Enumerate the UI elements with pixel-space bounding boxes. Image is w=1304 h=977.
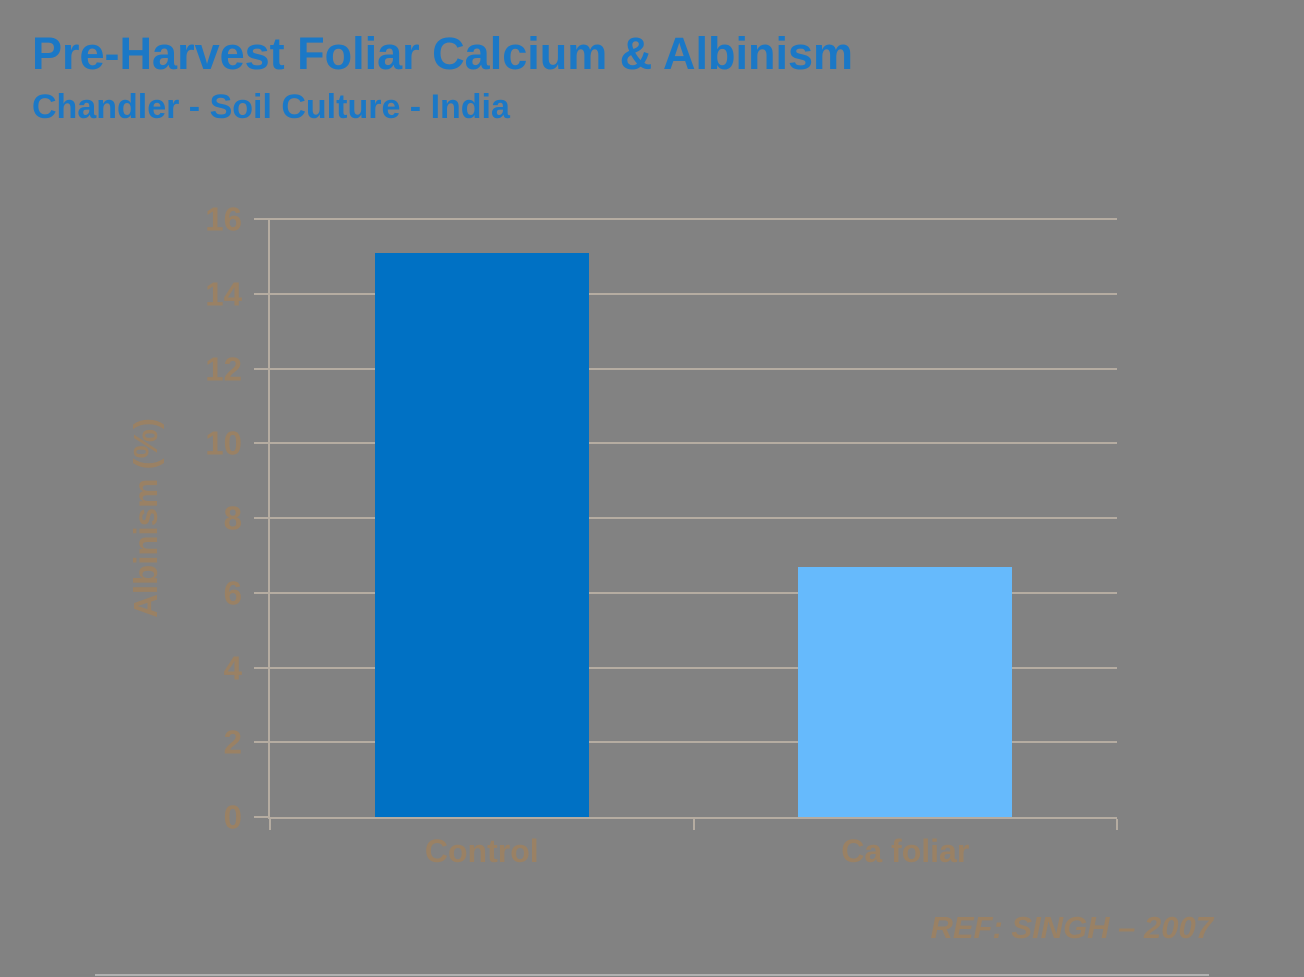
x-axis-tick bbox=[269, 819, 271, 830]
y-axis-tick bbox=[254, 666, 270, 669]
category-label-control: Control bbox=[424, 833, 539, 869]
y-axis-tick bbox=[254, 218, 270, 220]
gridline-y-16 bbox=[270, 218, 1117, 220]
bar-control bbox=[374, 252, 589, 817]
category-label-ca-foliar: Ca foliar bbox=[841, 833, 970, 869]
y-tick-label-12: 12 bbox=[205, 350, 242, 387]
y-axis-tick bbox=[254, 591, 270, 594]
y-axis-tick bbox=[254, 367, 270, 370]
reference-text: REF: SINGH – 2007 bbox=[930, 910, 1213, 945]
chart-subtitle: Chandler - Soil Culture - India bbox=[32, 88, 510, 126]
y-tick-label-2: 2 bbox=[223, 723, 242, 761]
y-tick-label-0: 0 bbox=[223, 798, 242, 836]
y-tick-label-14: 14 bbox=[205, 275, 242, 313]
bar-ca-foliar bbox=[798, 566, 1013, 817]
y-axis-tick bbox=[254, 292, 270, 295]
y-axis-tick bbox=[254, 741, 270, 744]
y-axis-tick bbox=[254, 517, 270, 519]
y-tick-label-10: 10 bbox=[205, 424, 242, 462]
plot-area: 0 2 4 6 8 10 12 14 16 Control Ca foliar bbox=[205, 203, 1118, 869]
x-axis-tick bbox=[692, 819, 695, 830]
y-axis-tick bbox=[254, 816, 270, 818]
y-tick-label-16: 16 bbox=[205, 200, 242, 238]
y-tick-label-4: 4 bbox=[223, 649, 242, 686]
y-axis-title: Albinism (%) bbox=[127, 418, 164, 618]
bottom-divider-line bbox=[95, 974, 1209, 976]
x-axis-tick bbox=[1116, 819, 1118, 830]
y-axis-tick bbox=[254, 442, 270, 445]
y-tick-label-6: 6 bbox=[223, 574, 242, 612]
chart-title: Pre-Harvest Foliar Calcium & Albinism bbox=[32, 28, 854, 79]
y-tick-label-8: 8 bbox=[223, 499, 242, 537]
